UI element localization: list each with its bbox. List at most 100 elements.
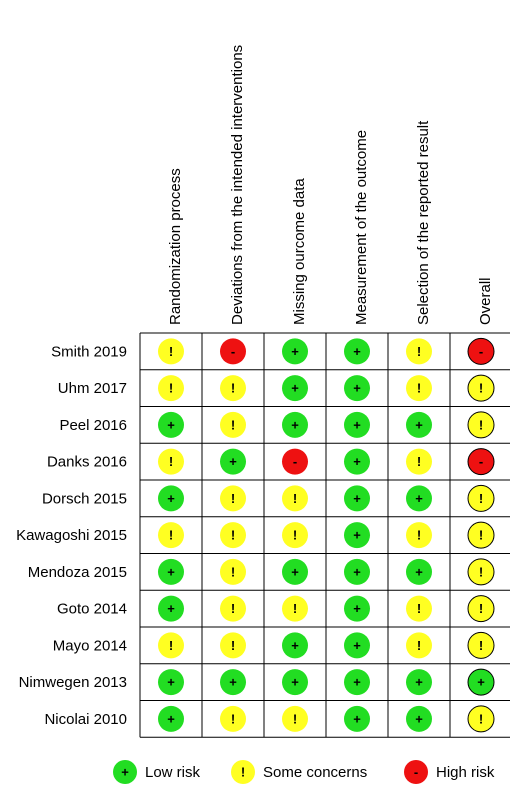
rating-circle: [282, 485, 308, 512]
rating-symbol: +: [291, 344, 299, 359]
rating-circle: [158, 632, 184, 659]
rating-symbol: !: [231, 711, 235, 726]
rating-cell: +: [467, 668, 495, 696]
rating-cell: !: [406, 632, 432, 659]
study-label: Kawagoshi 2015: [16, 527, 127, 544]
rating-symbol: +: [167, 417, 175, 432]
rating-symbol: !: [231, 638, 235, 653]
rating-circle: [282, 411, 308, 438]
rating-symbol: +: [167, 564, 175, 579]
rating-symbol: +: [353, 528, 361, 543]
rating-cell: +: [158, 595, 184, 622]
rating-circle: [467, 448, 495, 476]
rating-cell: +: [158, 669, 184, 696]
rating-circle: [158, 375, 184, 402]
legend-symbol: -: [414, 765, 418, 780]
rating-circle: [467, 337, 495, 365]
rating-cell: +: [344, 375, 370, 402]
rating-cell: !: [220, 595, 246, 622]
rating-symbol: +: [167, 711, 175, 726]
rating-cell: !: [158, 632, 184, 659]
rating-cell: +: [406, 411, 432, 438]
rating-circle: [220, 375, 246, 402]
rating-cell: !: [158, 338, 184, 365]
legend-item: + Low risk: [113, 760, 201, 784]
legend-label: Some concerns: [263, 764, 367, 781]
rating-circle: [406, 669, 432, 696]
rating-symbol: -: [479, 344, 483, 359]
rating-symbol: !: [417, 528, 421, 543]
rating-circle: [467, 668, 495, 696]
domain-header: Measurement of the outcome: [353, 130, 370, 325]
rating-cell: !: [282, 705, 308, 732]
rating-symbol: !: [479, 417, 483, 432]
rating-circle: [344, 558, 370, 585]
rating-symbol: !: [231, 381, 235, 396]
rating-cell: !: [158, 448, 184, 475]
rating-symbol: +: [291, 417, 299, 432]
rating-symbol: +: [291, 564, 299, 579]
rating-circle: [282, 448, 308, 475]
legend-label: Low risk: [145, 764, 201, 781]
rating-cell: !: [406, 375, 432, 402]
rating-circle: [282, 669, 308, 696]
rating-symbol: !: [169, 638, 173, 653]
rating-circle: [344, 375, 370, 402]
legend-label: High risk: [436, 764, 495, 781]
rating-symbol: !: [169, 344, 173, 359]
rating-circle: [344, 485, 370, 512]
rating-symbol: !: [169, 381, 173, 396]
rating-cell: !: [158, 522, 184, 549]
rating-symbol: +: [353, 491, 361, 506]
rating-symbol: -: [293, 454, 297, 469]
rating-circle: [406, 411, 432, 438]
rating-symbol: +: [291, 638, 299, 653]
rating-symbol: !: [169, 528, 173, 543]
domain-header: Selection of the reported result: [415, 120, 432, 325]
rating-circle: [158, 705, 184, 732]
rating-cell: +: [344, 485, 370, 512]
rating-symbol: +: [229, 454, 237, 469]
rating-symbol: !: [479, 528, 483, 543]
rating-symbol: !: [169, 454, 173, 469]
rating-symbol: +: [353, 381, 361, 396]
legend-symbol: !: [241, 765, 245, 780]
rating-circle: [467, 558, 495, 586]
rating-cell: +: [344, 522, 370, 549]
rating-symbol: -: [479, 454, 483, 469]
rating-cell: !: [467, 705, 495, 733]
rating-cell: !: [467, 484, 495, 512]
rating-symbol: !: [479, 601, 483, 616]
study-label: Nicolai 2010: [44, 711, 127, 728]
rating-cell: +: [344, 448, 370, 475]
rating-cell: !: [158, 375, 184, 402]
rating-symbol: !: [293, 601, 297, 616]
domain-header: Overall: [477, 277, 494, 325]
rating-cell: +: [344, 705, 370, 732]
rating-cell: +: [282, 558, 308, 585]
rating-circle: [406, 632, 432, 659]
study-label: Dorsch 2015: [42, 490, 127, 507]
study-label: Smith 2019: [51, 343, 127, 360]
rating-cell: +: [220, 448, 246, 475]
rating-symbol: +: [415, 711, 423, 726]
rating-cell: !: [220, 485, 246, 512]
rating-cell: +: [158, 485, 184, 512]
rating-cell: !: [282, 485, 308, 512]
legend-item: ! Some concerns: [231, 760, 367, 784]
rating-cell: +: [282, 375, 308, 402]
rating-cell: !: [406, 595, 432, 622]
rating-circle: [282, 375, 308, 402]
study-labels: Smith 2019 Uhm 2017 Peel 2016 Danks 2016 Dor…: [16, 343, 127, 728]
rating-symbol: +: [353, 344, 361, 359]
domain-header: Missing ourcome data: [291, 178, 308, 325]
rating-symbol: !: [293, 491, 297, 506]
rating-cell: !: [467, 558, 495, 586]
rating-circle: [282, 632, 308, 659]
grid: [139, 332, 510, 738]
rating-circle: [467, 631, 495, 659]
rating-cell: +: [406, 558, 432, 585]
rating-circle: [467, 705, 495, 733]
rating-circle: [344, 448, 370, 475]
rating-symbol: !: [479, 381, 483, 396]
